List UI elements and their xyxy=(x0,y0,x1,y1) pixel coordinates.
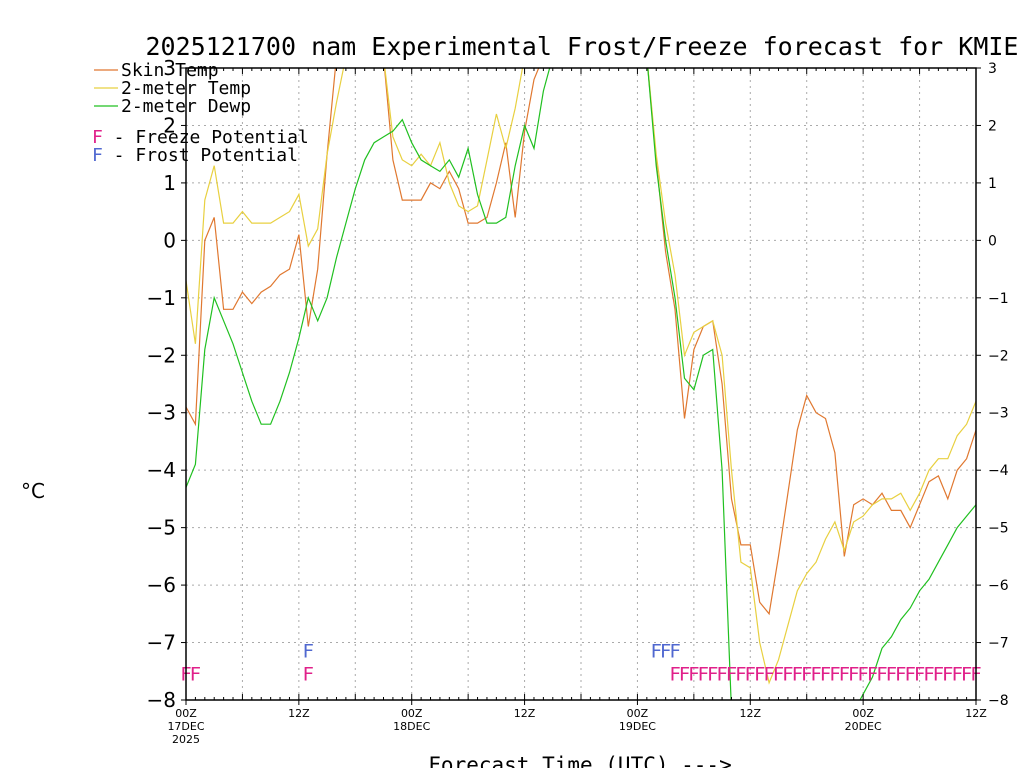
freeze-potential-marker: F xyxy=(792,663,803,685)
chart-title: 2025121700 nam Experimental Frost/Freeze… xyxy=(146,32,1019,61)
legend-label: 2-meter Temp xyxy=(121,78,251,99)
freeze-potential-marker: F xyxy=(904,663,915,685)
x-tick-year: 2025 xyxy=(172,733,200,746)
freeze-potential-marker: F xyxy=(810,663,821,685)
x-tick-date: 17DEC xyxy=(167,720,204,733)
y-tick-label: 1 xyxy=(163,171,176,195)
y-tick-label: −3 xyxy=(147,401,176,425)
freeze-potential-marker: F xyxy=(886,663,897,685)
x-tick-label: 00Z xyxy=(852,707,874,720)
series-line-skin-temp xyxy=(186,68,976,616)
y-tick-label-right: 1 xyxy=(988,176,997,192)
frost-potential-legend: F - Frost Potential xyxy=(92,145,298,166)
y-axis-ticks: 3 3 2 2 1 1 0 0 −1 −1 −2 −2 −3 −3 −4 −4 −5 −5 −6 −6 −7 −7 −8 −8 xyxy=(147,56,1009,712)
freeze-potential-marker: F xyxy=(726,663,737,685)
freeze-potential-marker: F xyxy=(801,663,812,685)
y-tick-label: −2 xyxy=(147,343,176,367)
x-axis-label: Forecast Time (UTC) ---> xyxy=(428,753,731,768)
freeze-potential-legend: F - Freeze Potential xyxy=(92,127,309,148)
freeze-potential-marker: F xyxy=(688,663,699,685)
x-tick-label: 12Z xyxy=(288,707,310,720)
x-tick-date: 18DEC xyxy=(393,720,430,733)
freeze-potential-marker: F xyxy=(867,663,878,685)
legend-label: 2-meter Dewp xyxy=(121,96,251,117)
y-tick-label-right: −8 xyxy=(988,693,1009,709)
y-tick-label-right: −2 xyxy=(988,348,1009,364)
y-tick-label: −4 xyxy=(147,458,176,482)
y-tick-label: 3 xyxy=(163,56,176,80)
freeze-potential-marker: F xyxy=(839,663,850,685)
freeze-potential-marker: F xyxy=(735,663,746,685)
y-axis-label: °C xyxy=(21,479,45,503)
series-lines xyxy=(186,68,976,700)
y-tick-label-right: −6 xyxy=(988,578,1009,594)
freeze-potential-marker: F xyxy=(679,663,690,685)
x-tick-label: 00Z xyxy=(627,707,649,720)
freeze-potential-marker: F xyxy=(745,663,756,685)
freeze-potential-marker: F xyxy=(848,663,859,685)
freeze-potential-marker: F xyxy=(820,663,831,685)
x-tick-label: 12Z xyxy=(514,707,536,720)
x-tick-date: 20DEC xyxy=(845,720,882,733)
y-tick-label-right: −4 xyxy=(988,463,1009,479)
freeze-potential-marker: F xyxy=(303,663,314,685)
freeze-potential-marker: F xyxy=(876,663,887,685)
y-tick-label: 0 xyxy=(163,228,176,252)
freeze-potential-marker: F xyxy=(951,663,962,685)
frost-potential-marker: F xyxy=(669,640,680,662)
freeze-potential-marker: F xyxy=(669,663,680,685)
freeze-potential-marker: F xyxy=(923,663,934,685)
freeze-potential-marker: F xyxy=(716,663,727,685)
freeze-potential-marker: F xyxy=(857,663,868,685)
frost-potential-marker: F xyxy=(660,640,671,662)
freeze-potential-marker: F xyxy=(961,663,972,685)
x-tick-date: 19DEC xyxy=(619,720,656,733)
y-tick-label: −1 xyxy=(147,286,176,310)
plot-frame xyxy=(185,67,977,701)
freeze-potential-marker: F xyxy=(895,663,906,685)
freeze-potential-marker: F xyxy=(190,663,201,685)
x-tick-label: 00Z xyxy=(175,707,197,720)
freeze-potential-marker: F xyxy=(942,663,953,685)
freeze-potential-marker: F xyxy=(698,663,709,685)
freeze-potential-marker: F xyxy=(754,663,765,685)
y-tick-label-right: −1 xyxy=(988,291,1009,307)
freeze-potential-marker: F xyxy=(782,663,793,685)
freeze-potential-marker: F xyxy=(933,663,944,685)
y-tick-label: 2 xyxy=(163,113,176,137)
y-tick-label-right: 3 xyxy=(988,61,997,77)
freeze-potential-marker: F xyxy=(829,663,840,685)
legend-label: Skin Temp xyxy=(121,60,219,81)
series-line-2-meter-dewp xyxy=(186,68,976,700)
y-tick-label: −7 xyxy=(147,631,176,655)
y-tick-label-right: −5 xyxy=(988,521,1009,537)
y-tick-label: −6 xyxy=(147,573,176,597)
x-tick-label: 00Z xyxy=(401,707,423,720)
y-tick-label: −5 xyxy=(147,516,176,540)
y-tick-label-right: −7 xyxy=(988,636,1009,652)
x-tick-label: 12Z xyxy=(740,707,762,720)
freeze-potential-marker: F xyxy=(773,663,784,685)
freeze-potential-marker: F xyxy=(763,663,774,685)
frost-potential-marker: F xyxy=(303,640,314,662)
y-tick-label: −8 xyxy=(147,688,176,712)
y-tick-label-right: 2 xyxy=(988,118,997,134)
frost-potential-marker: F xyxy=(651,640,662,662)
grid-lines xyxy=(186,68,976,700)
x-tick-label: 12Z xyxy=(965,707,987,720)
freeze-potential-marker: F xyxy=(914,663,925,685)
freeze-potential-marker: F xyxy=(707,663,718,685)
y-tick-label-right: 0 xyxy=(988,233,997,249)
y-tick-label-right: −3 xyxy=(988,406,1009,422)
